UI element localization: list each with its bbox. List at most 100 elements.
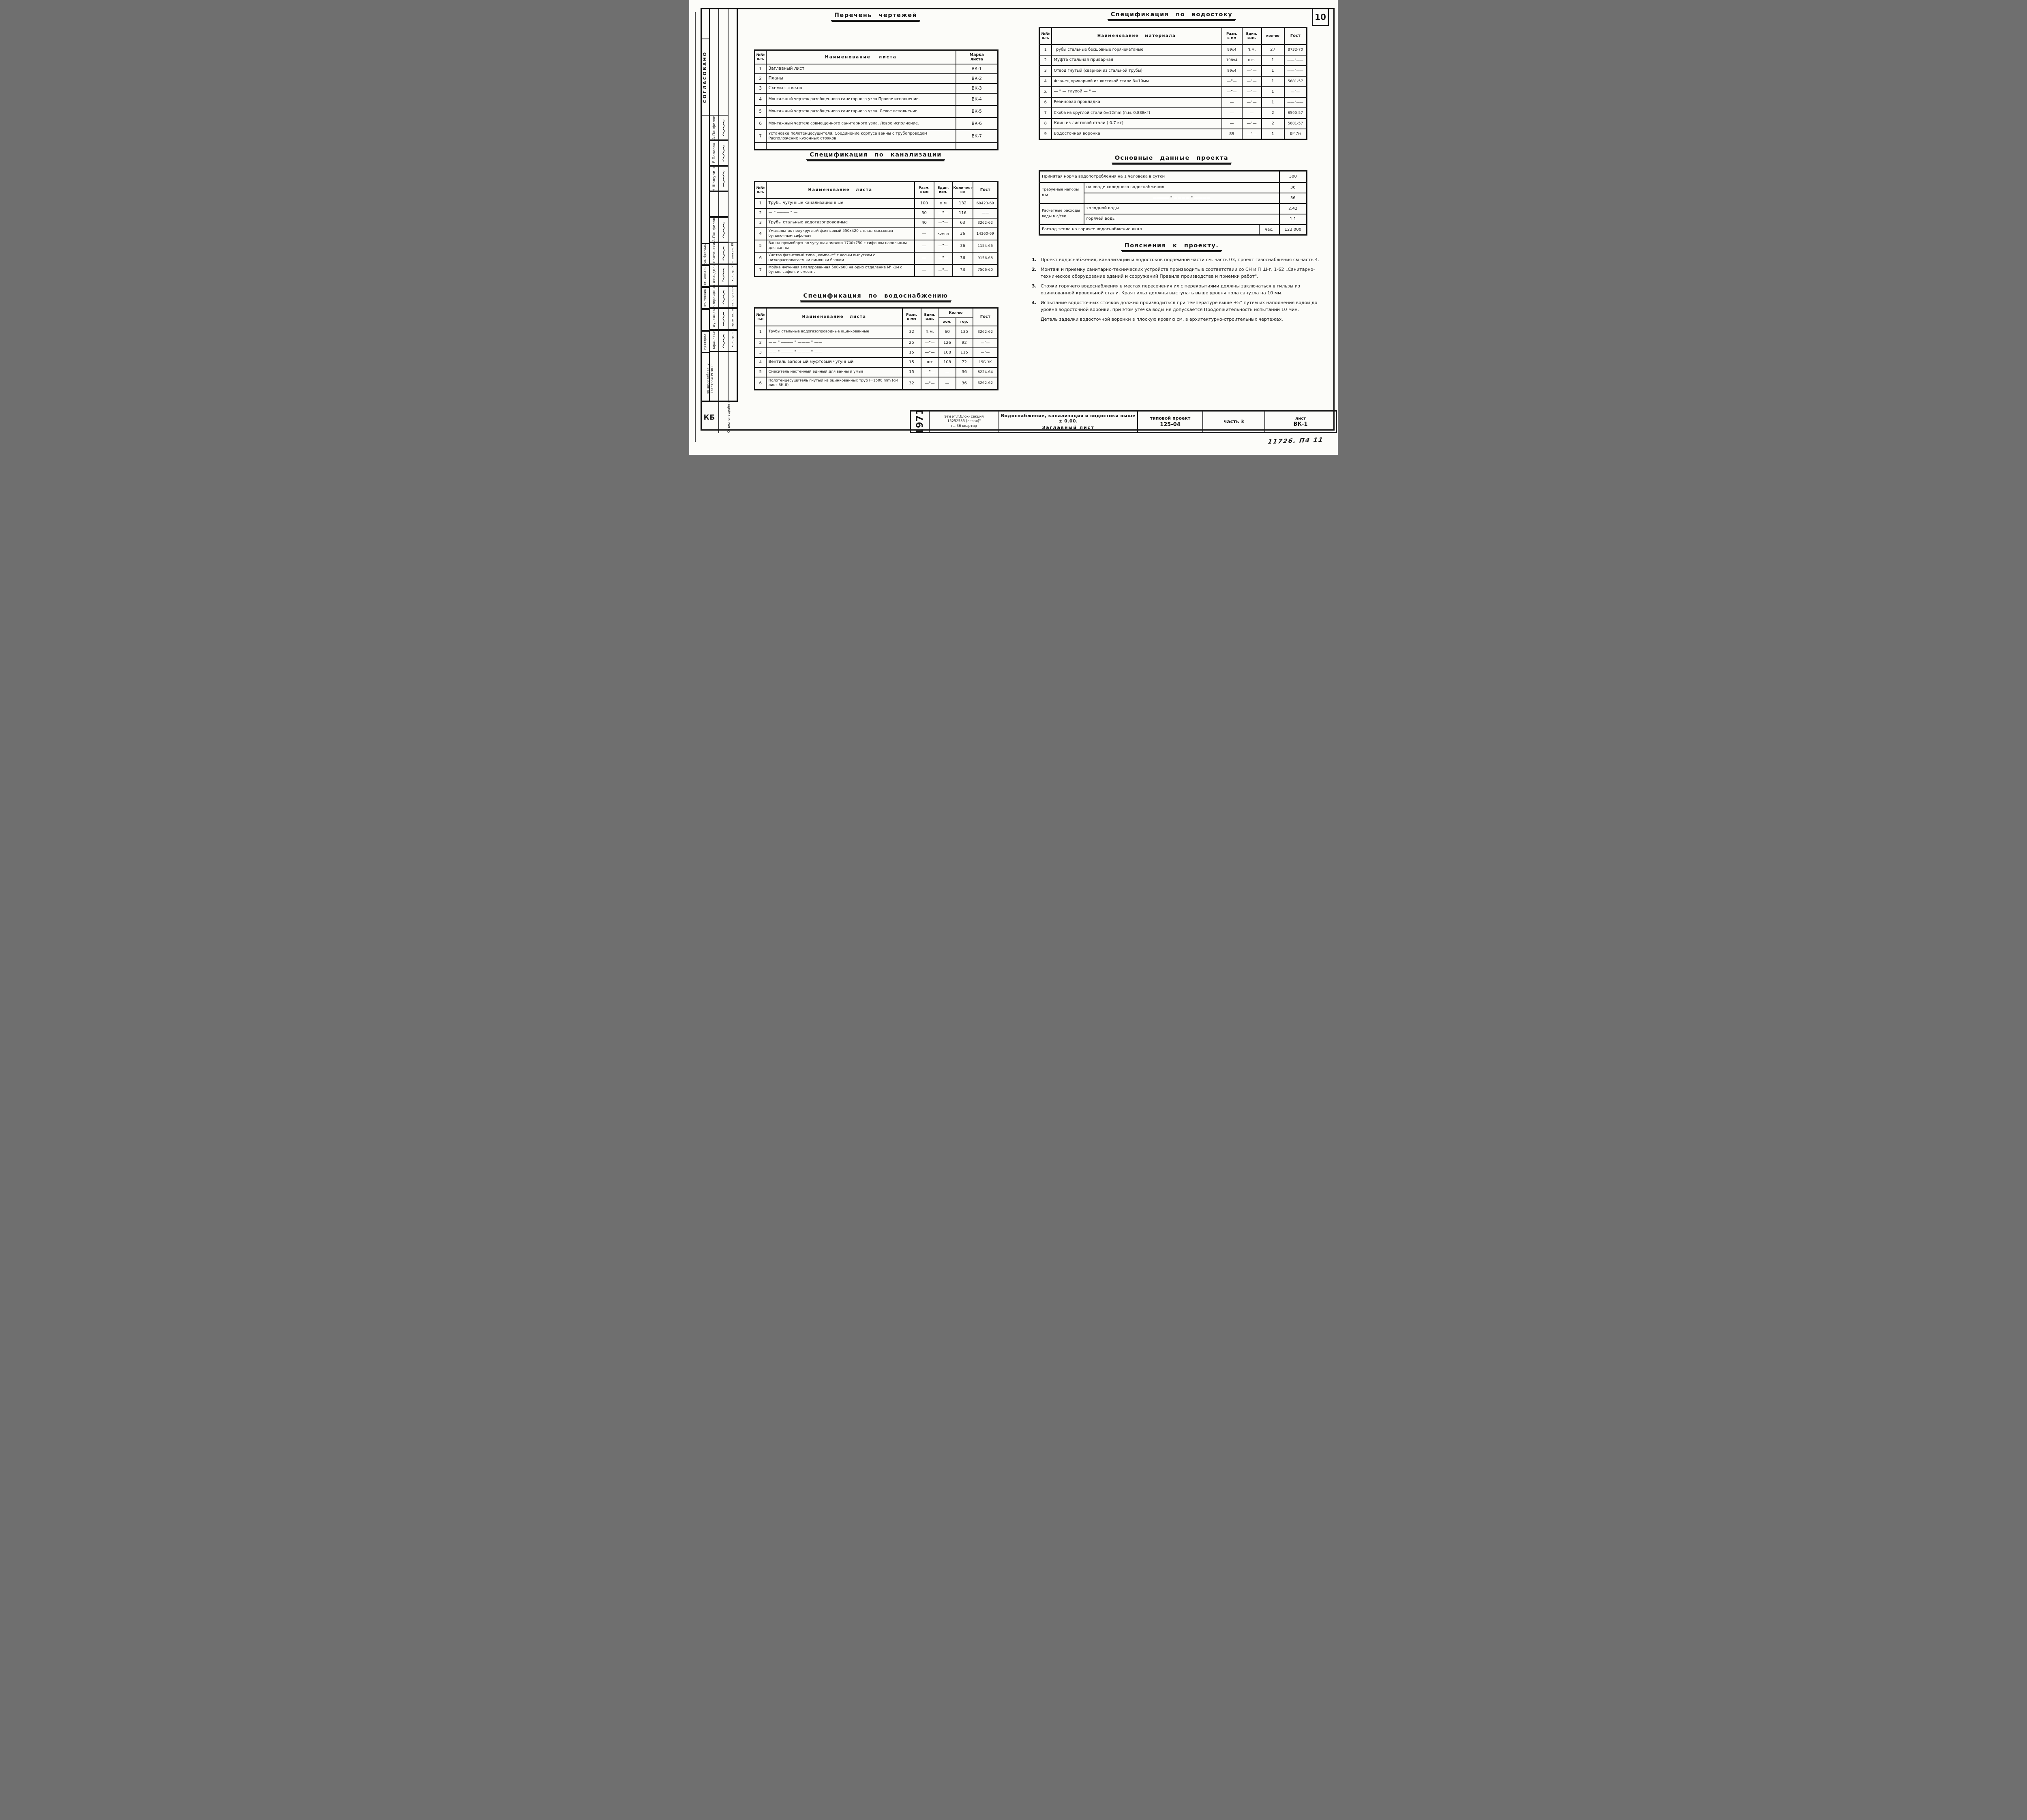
cell: 15 <box>902 367 921 377</box>
col-header: Един. изм. <box>933 181 953 199</box>
cell: Муфта стальная приварная <box>1051 54 1222 66</box>
note-text: Проект водоснабжения, канализации и водо… <box>1041 257 1319 262</box>
cell: —"— <box>1241 65 1262 77</box>
org-role: гл. инжен. КБ <box>731 242 734 264</box>
cell: 115 <box>955 347 973 358</box>
year: 1971 <box>915 412 925 432</box>
cell: 36 <box>952 227 973 240</box>
cell: 7 <box>1039 107 1052 119</box>
cell: 36 <box>955 376 973 390</box>
cell: 36 <box>952 239 973 253</box>
bureau-abbr: КБ <box>701 402 719 433</box>
cell: 5681-57 <box>1283 118 1307 129</box>
cell: 126 <box>938 337 956 348</box>
note-number: 4. <box>1032 300 1037 306</box>
cell: компл <box>933 227 953 240</box>
cell: 27 <box>1261 44 1285 56</box>
department-label: Отдел спецработ <box>726 402 731 433</box>
cell: —"— <box>1283 86 1307 98</box>
row-mark: ВК-6 <box>955 117 999 130</box>
cell: — <box>938 376 956 390</box>
cell: ——"—— <box>1283 96 1307 108</box>
note-text: Деталь заделки водосточной воронки в пло… <box>1041 317 1283 322</box>
cell: ——"—— <box>1283 65 1307 77</box>
data-label: горячей воды <box>1083 213 1280 225</box>
water-spec-title: Спецификация по водоснабжению <box>754 293 997 301</box>
data-label: Принятая норма водопотребления на 1 чело… <box>1039 170 1280 183</box>
note-item: 2. Монтаж и приемку санитарно-технически… <box>1032 266 1320 280</box>
cell: 1 <box>1261 75 1285 87</box>
staff-name: В.Болтинский <box>712 242 716 264</box>
cell: 8732-70 <box>1283 44 1307 56</box>
cell: 3262-62 <box>972 376 999 390</box>
project-notes: 1. Проект водоснабжения, канализации и в… <box>1032 256 1320 326</box>
part-label: часть 3 <box>1223 419 1244 424</box>
org-role: гл. констр. пр. <box>731 330 734 352</box>
scan-binding-edge <box>695 12 696 442</box>
row-num: 5 <box>754 105 767 118</box>
col-header: Марка листа <box>955 49 999 64</box>
drawing-list-table: №№ п.п. Наименование листа Марка листа 1… <box>754 49 999 150</box>
cell: 2 <box>1039 54 1052 66</box>
cell: —"— <box>1241 75 1262 87</box>
col-header: Разм. в мм <box>1221 27 1243 45</box>
note-item: 3. Стояки горячего водоснабжения в места… <box>1032 283 1320 296</box>
signature-sidebar: СОГЛАСОВАНО Рук. бригады ст. инжен. ст. … <box>701 8 738 401</box>
cell: —"— <box>933 217 953 228</box>
cell: 4 <box>754 227 767 240</box>
cell: Смеситель настенный единый для ванны и у… <box>765 367 903 377</box>
cell: п.м. <box>920 325 939 339</box>
cell: 25 <box>902 337 921 348</box>
signature-scribble <box>722 334 724 348</box>
cell: 6 <box>1039 96 1052 108</box>
cell: 40 <box>914 217 934 228</box>
cell: Мойка чугунная эмалированная 500х600 на … <box>765 264 915 277</box>
signature-scribble <box>722 246 724 261</box>
cell: Умывальник полукруглый фаянсовый 550х420… <box>765 227 915 240</box>
cell: — <box>914 227 934 240</box>
data-label: Расход тепла на горячее водоснабжение кк… <box>1039 224 1260 236</box>
cell: 1 <box>1261 86 1285 98</box>
row-mark: ВК-2 <box>955 73 999 84</box>
cell: 15 <box>902 357 921 368</box>
col-header: Кол-во <box>938 307 973 318</box>
cell: 5681-57 <box>1283 75 1307 87</box>
approved-stamp: СОГЛАСОВАНО <box>702 51 707 103</box>
cell: 63 <box>952 217 973 228</box>
cell: —"— <box>920 347 939 358</box>
cell: 132 <box>952 198 973 209</box>
cell: 69423-69 <box>972 198 999 209</box>
signature-scribble <box>722 312 724 326</box>
col-header: Гост <box>972 307 999 326</box>
cell: 6 <box>754 251 767 265</box>
cell: 72 <box>955 357 973 368</box>
row-num: 1 <box>754 63 767 74</box>
cell: 9 <box>1039 128 1052 140</box>
data-value: 300 <box>1279 170 1307 183</box>
data-value: 1.1 <box>1279 213 1307 225</box>
cell: 14360-69 <box>972 227 999 240</box>
cell: —— " ——— " ——— " —— <box>765 347 903 358</box>
data-unit: час. <box>1258 224 1280 236</box>
col-subheader: гор. <box>955 317 973 326</box>
cell: —"— <box>1221 86 1243 98</box>
staff-name: А.Фельдман <box>712 264 716 286</box>
sidebar-col-roles: СОГЛАСОВАНО Рук. бригады ст. инжен. ст. … <box>701 8 710 401</box>
cell: Фланец приварной из листовой стали δ=10м… <box>1051 75 1222 87</box>
col-header: Наименование листа <box>765 181 915 199</box>
cell: 1 <box>754 325 767 339</box>
staff-role: ст. техник <box>703 289 707 307</box>
note-number: 3. <box>1032 283 1037 289</box>
signature-scribble <box>722 119 724 136</box>
cell: 2 <box>754 208 767 219</box>
org-role: зав. отделом <box>731 286 734 308</box>
row-num: 3 <box>754 83 767 94</box>
data-value: 123 000 <box>1279 224 1307 236</box>
col-header: Наименование листа <box>765 307 903 326</box>
cell: 108 <box>938 357 956 368</box>
cell: 108 <box>938 347 956 358</box>
note-text: Испытание водосточных стояков должно про… <box>1041 300 1318 313</box>
col-header: Наименование материала <box>1051 27 1222 45</box>
cell: 3262-62 <box>972 325 999 339</box>
cell: 8 <box>1039 118 1052 129</box>
